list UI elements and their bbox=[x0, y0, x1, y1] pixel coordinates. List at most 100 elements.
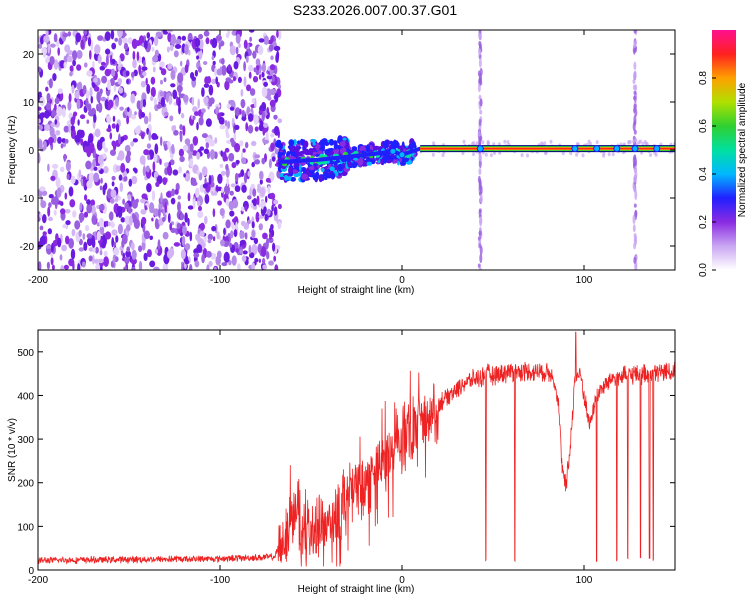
noise-blob bbox=[169, 115, 174, 122]
streak-blob bbox=[477, 130, 481, 137]
streak-blob bbox=[479, 193, 483, 204]
noise-blob bbox=[181, 35, 186, 41]
noise-blob bbox=[263, 206, 267, 214]
noise-blob bbox=[237, 76, 242, 83]
noise-blob bbox=[111, 181, 115, 187]
noise-blob bbox=[212, 60, 216, 66]
noise-blob bbox=[82, 233, 86, 240]
noise-blob bbox=[178, 148, 184, 157]
noise-blob bbox=[229, 45, 236, 56]
noise-blob bbox=[120, 217, 126, 223]
noise-blob bbox=[233, 133, 237, 141]
noise-blob bbox=[224, 147, 230, 153]
noise-blob bbox=[237, 263, 241, 270]
noise-blob bbox=[201, 87, 205, 97]
noise-blob bbox=[235, 248, 239, 253]
noise-blob bbox=[74, 90, 80, 100]
noise-blob bbox=[42, 231, 47, 236]
noise-blob bbox=[211, 78, 217, 84]
noise-blob bbox=[160, 79, 163, 85]
noise-blob bbox=[229, 242, 233, 248]
noise-blob bbox=[89, 50, 92, 60]
noise-blob bbox=[232, 76, 237, 82]
noise-blob bbox=[207, 238, 212, 244]
noise-blob bbox=[117, 30, 123, 38]
noise-blob bbox=[47, 228, 52, 235]
noise-blob bbox=[96, 139, 103, 151]
noise-blob bbox=[144, 205, 147, 210]
spectrogram-xlabel: Height of straight line (km) bbox=[298, 285, 415, 296]
noise-blob bbox=[125, 51, 129, 56]
noise-blob bbox=[152, 55, 159, 63]
noise-blob bbox=[153, 266, 160, 270]
noise-blob bbox=[260, 187, 265, 197]
noise-blob bbox=[74, 134, 81, 143]
noise-blob bbox=[83, 30, 88, 36]
noise-blob bbox=[149, 235, 153, 240]
noise-blob bbox=[249, 36, 252, 42]
noise-blob bbox=[269, 192, 276, 200]
noise-blob bbox=[50, 175, 56, 181]
noise-blob bbox=[163, 111, 169, 116]
noise-blob bbox=[162, 177, 167, 186]
noise-blob bbox=[63, 61, 67, 69]
noise-blob bbox=[180, 249, 186, 260]
signal-node bbox=[389, 147, 397, 155]
noise-blob bbox=[224, 119, 228, 127]
noise-blob bbox=[47, 43, 51, 54]
noise-blob bbox=[83, 241, 88, 251]
noise-blob bbox=[62, 32, 69, 38]
noise-blob bbox=[117, 209, 123, 218]
noise-blob bbox=[107, 99, 114, 109]
noise-blob bbox=[132, 138, 138, 143]
noise-blob bbox=[237, 186, 241, 192]
noise-blob bbox=[169, 44, 174, 52]
noise-blob bbox=[240, 89, 244, 97]
noise-blob bbox=[86, 237, 93, 247]
noise-blob bbox=[118, 37, 123, 46]
noise-blob bbox=[41, 235, 46, 246]
noise-blob bbox=[166, 46, 170, 53]
signal-node bbox=[631, 145, 639, 153]
noise-blob bbox=[216, 231, 220, 240]
signal-halo bbox=[540, 141, 544, 146]
noise-blob bbox=[269, 88, 277, 96]
noise-blob bbox=[233, 229, 238, 238]
noise-blob bbox=[112, 115, 116, 122]
noise-blob bbox=[245, 141, 249, 149]
noise-blob bbox=[235, 221, 238, 231]
signal-halo bbox=[649, 153, 652, 157]
streak-blob bbox=[633, 61, 637, 70]
onset-blob bbox=[388, 159, 392, 164]
noise-blob bbox=[227, 64, 232, 72]
noise-blob bbox=[248, 71, 252, 79]
noise-blob bbox=[123, 175, 128, 182]
noise-blob bbox=[135, 198, 139, 203]
onset-blob bbox=[321, 168, 325, 172]
noise-blob bbox=[114, 197, 119, 203]
noise-blob bbox=[261, 86, 268, 98]
noise-blob bbox=[149, 202, 155, 213]
noise-blob bbox=[87, 103, 92, 113]
noise-blob bbox=[64, 138, 69, 144]
noise-blob bbox=[141, 216, 147, 225]
noise-blob bbox=[206, 264, 210, 270]
onset-blob bbox=[329, 138, 334, 146]
noise-blob bbox=[49, 56, 55, 65]
noise-blob bbox=[133, 69, 138, 77]
snr-ytick-label: 200 bbox=[17, 479, 34, 490]
onset-blob bbox=[408, 143, 413, 151]
noise-blob bbox=[173, 129, 179, 136]
spectrogram-xtick-label: 0 bbox=[399, 275, 405, 286]
signal-node bbox=[613, 145, 621, 153]
noise-blob bbox=[60, 166, 65, 172]
onset-blob bbox=[298, 164, 302, 171]
noise-blob bbox=[110, 30, 115, 40]
noise-blob bbox=[172, 169, 178, 176]
onset-blob bbox=[382, 141, 388, 147]
noise-blob bbox=[155, 181, 160, 187]
onset-blob bbox=[346, 148, 352, 153]
noise-blob bbox=[71, 84, 75, 94]
noise-blob bbox=[142, 99, 147, 108]
onset-blob bbox=[310, 139, 317, 143]
